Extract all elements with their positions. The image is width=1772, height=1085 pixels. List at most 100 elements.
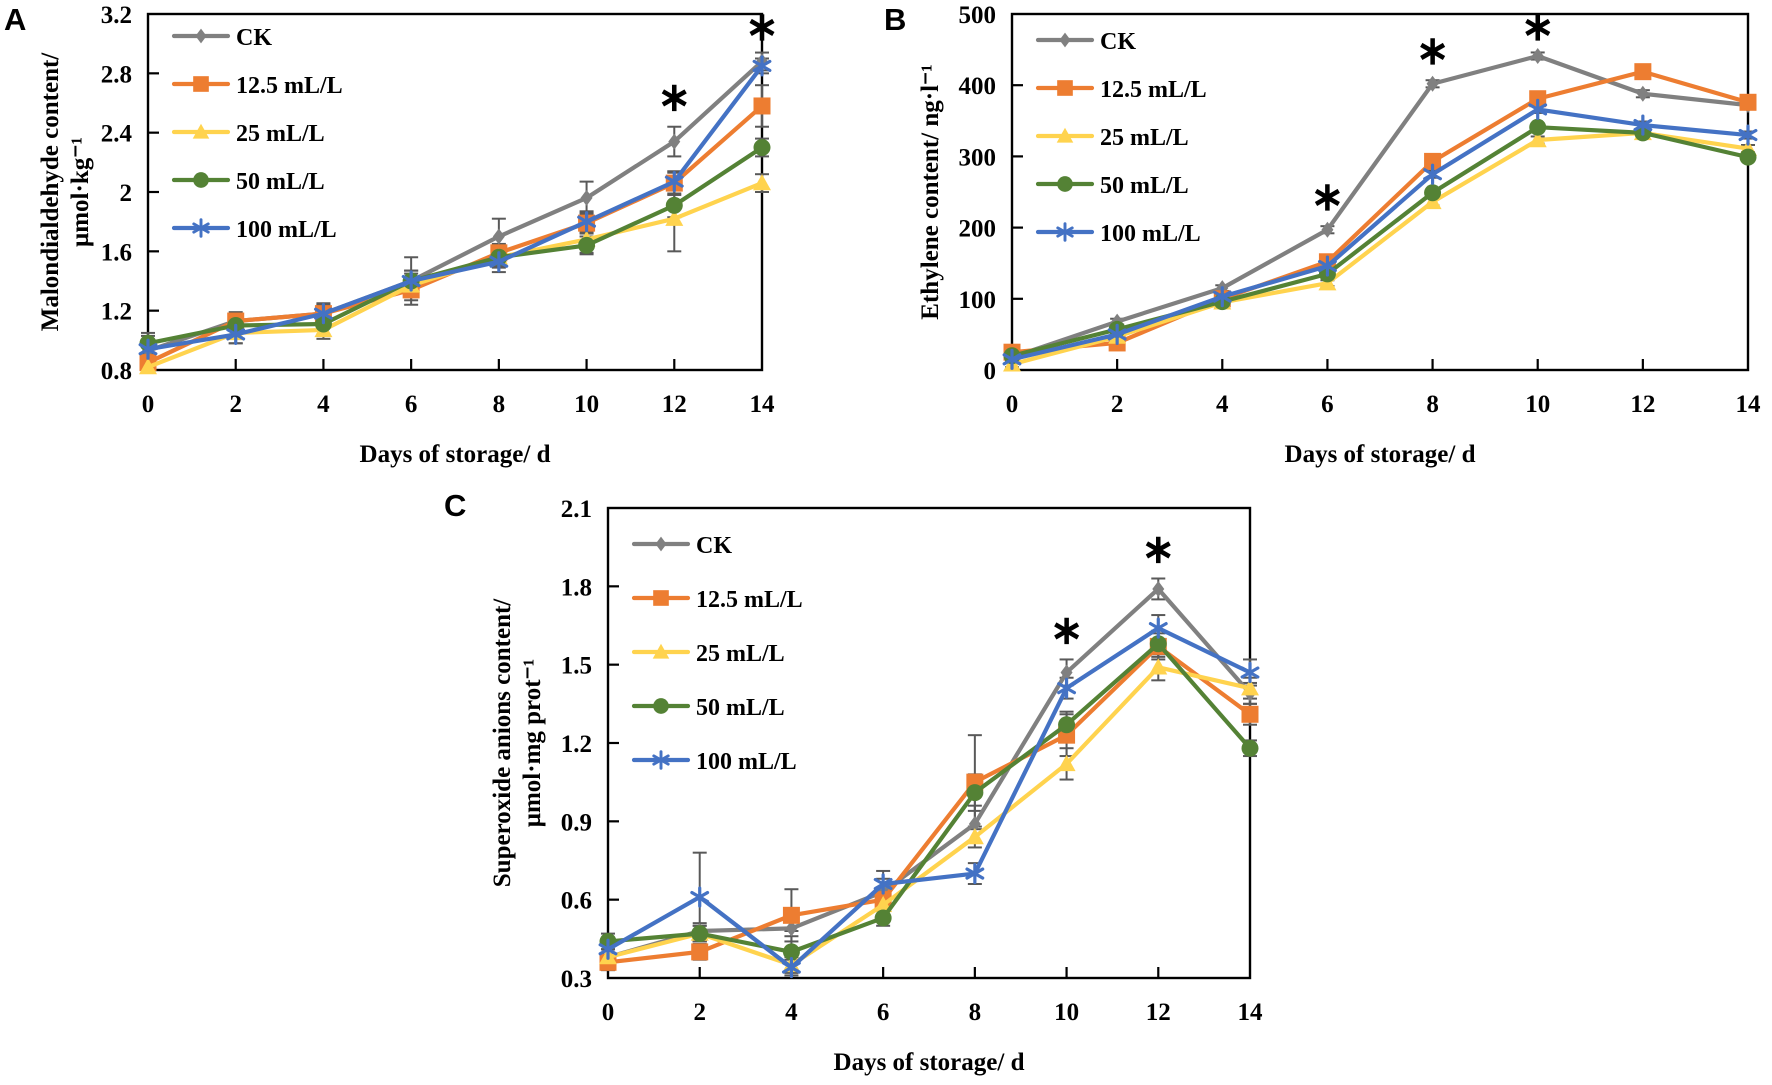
data-point-marker	[1528, 131, 1547, 148]
data-point-marker	[652, 643, 670, 659]
legend-item-t25[interactable]: 25 mL/L	[171, 121, 325, 147]
data-point-marker	[1424, 152, 1442, 170]
x-axis-tick-label: 4	[1216, 391, 1229, 418]
legend-item-ck[interactable]: CK	[1035, 29, 1136, 55]
legend: CK 12.5 mL/L 25 mL/L 50 mL/L 100 mL/L	[631, 533, 803, 775]
data-point-marker	[1317, 255, 1337, 277]
x-axis-tick-label: 14	[1238, 999, 1264, 1026]
data-point-marker	[193, 76, 209, 92]
legend-label: 100 mL/L	[696, 749, 797, 775]
significance-asterisk: ∗	[1142, 527, 1176, 572]
legend-item-ck[interactable]: CK	[631, 533, 732, 559]
y-axis-tick-label: 300	[959, 144, 997, 171]
panel-a-chart: 0.8 1.2 1.6 2 2.4 2.8 3.2 0 2 4 6 8 10 12 14 Days of st…	[37, 2, 779, 468]
plot-frame	[1010, 12, 1750, 372]
legend-item-ck[interactable]: CK	[171, 25, 272, 51]
y-axis-tick-label: 1.2	[561, 731, 592, 758]
x-axis-tick-label: 10	[574, 391, 599, 418]
legend-item-t50[interactable]: 50 mL/L	[1035, 173, 1189, 199]
legend-item-t25[interactable]: 25 mL/L	[1035, 125, 1189, 151]
data-point-marker	[1059, 32, 1071, 48]
data-point-marker	[226, 323, 246, 345]
y-axis-tick-label: 0.3	[561, 966, 592, 993]
legend-item-t50[interactable]: 50 mL/L	[171, 169, 325, 195]
data-point-marker	[1107, 323, 1127, 345]
data-point-marker	[489, 251, 509, 273]
x-axis-tick-label: 6	[405, 391, 418, 418]
data-point-marker	[781, 956, 801, 979]
data-point-marker	[192, 123, 210, 139]
data-point-marker	[965, 828, 984, 845]
legend-item-t50[interactable]: 50 mL/L	[631, 695, 785, 721]
legend-item-t25[interactable]: 25 mL/L	[631, 641, 785, 667]
data-point-marker	[1738, 124, 1758, 146]
data-point-marker	[1423, 163, 1443, 185]
data-point-marker	[195, 28, 207, 44]
y-axis-tick-label: 0.6	[561, 888, 592, 915]
svg-text:Ethylene content/ ng·l⁻¹: Ethylene content/ ng·l⁻¹	[917, 64, 944, 319]
data-point-marker	[1057, 754, 1076, 772]
data-point-marker	[965, 862, 985, 885]
data-point-marker	[655, 536, 667, 552]
panel-c: C 0.3 0.6 0.9 1.2 1.5 1.8 2.1 0 2 4 6 8 10 12 14 Days o…	[440, 480, 1320, 1080]
data-point-marker	[138, 338, 158, 360]
x-axis-tick-label: 10	[1054, 999, 1079, 1026]
data-point-marker	[874, 895, 893, 913]
data-point-marker	[1149, 658, 1168, 675]
data-point-marker	[1634, 63, 1652, 81]
panel-c-letter: C	[444, 488, 466, 523]
x-axis-tick-label: 8	[1426, 391, 1439, 418]
significance-asterisk: ∗	[1050, 607, 1084, 652]
data-point-marker	[1529, 118, 1547, 136]
y-axis-tick-label: 2	[120, 180, 133, 207]
data-point-marker	[1058, 716, 1076, 734]
significance-asterisk: ∗	[1521, 4, 1555, 49]
legend-item-t100[interactable]: 100 mL/L	[1035, 221, 1201, 247]
y-axis-tick-label: 100	[959, 287, 997, 314]
x-axis-tick-label: 6	[1321, 391, 1334, 418]
y-axis-tick-label: 2.8	[101, 61, 132, 88]
x-axis-tick-label: 2	[229, 391, 242, 418]
panel-b-chart: 0 100 200 300 400 500 0 2 4 6 8 10 12 14 Days of stora…	[917, 2, 1761, 468]
panel-a-letter: A	[4, 2, 26, 37]
data-point-marker	[1212, 286, 1232, 308]
series-line	[145, 63, 765, 352]
x-axis-title: Days of storage/ d	[360, 441, 551, 468]
y-axis-tick-label: 1.6	[101, 239, 132, 266]
x-axis-tick-label: 0	[142, 391, 155, 418]
svg-text:μmol·mg prot⁻¹: μmol·mg prot⁻¹	[519, 659, 546, 827]
x-axis-title: Days of storage/ d	[834, 1049, 1025, 1076]
legend-label: CK	[236, 25, 272, 51]
data-point-marker	[1148, 617, 1168, 639]
legend-item-t125[interactable]: 12.5 mL/L	[171, 73, 343, 99]
panel-a: A 0.8 1.2 1.6 2 2.4 2.8 3.2 0 2 4 6 8 10 12 14 Days of …	[0, 0, 800, 470]
series-t100	[598, 617, 1260, 979]
legend-item-t125[interactable]: 12.5 mL/L	[1035, 77, 1207, 103]
series-line	[145, 145, 765, 346]
data-point-marker	[1426, 75, 1439, 92]
x-axis-tick-label: 4	[785, 999, 798, 1026]
series-line	[605, 626, 1253, 970]
data-point-marker	[753, 174, 771, 191]
legend: CK 12.5 mL/L 25 mL/L 50 mL/L 100 mL/L	[171, 25, 343, 243]
data-point-marker	[139, 358, 157, 375]
legend-label: 12.5 mL/L	[696, 587, 803, 613]
x-axis-title: Days of storage/ d	[1285, 441, 1476, 468]
legend-item-t100[interactable]: 100 mL/L	[631, 749, 797, 775]
data-point-marker	[598, 938, 618, 960]
series-t100	[1002, 98, 1758, 370]
data-point-marker	[580, 189, 593, 206]
y-axis-tick-label: 400	[959, 73, 997, 100]
x-axis-tick-label: 4	[317, 391, 330, 418]
y-axis-tick-label: 1.8	[561, 574, 592, 601]
data-point-marker	[782, 943, 800, 961]
legend-item-t125[interactable]: 12.5 mL/L	[631, 587, 803, 613]
legend-item-t100[interactable]: 100 mL/L	[171, 217, 337, 243]
data-point-marker	[1241, 705, 1259, 723]
y-axis-tick-label: 0.9	[561, 809, 592, 836]
panel-c-chart: 0.3 0.6 0.9 1.2 1.5 1.8 2.1 0 2 4 6 8 10 12 14 Days of …	[489, 496, 1264, 1076]
x-axis-tick-label: 8	[969, 999, 982, 1026]
legend-label: 100 mL/L	[1100, 221, 1201, 247]
data-point-marker	[1528, 98, 1548, 121]
